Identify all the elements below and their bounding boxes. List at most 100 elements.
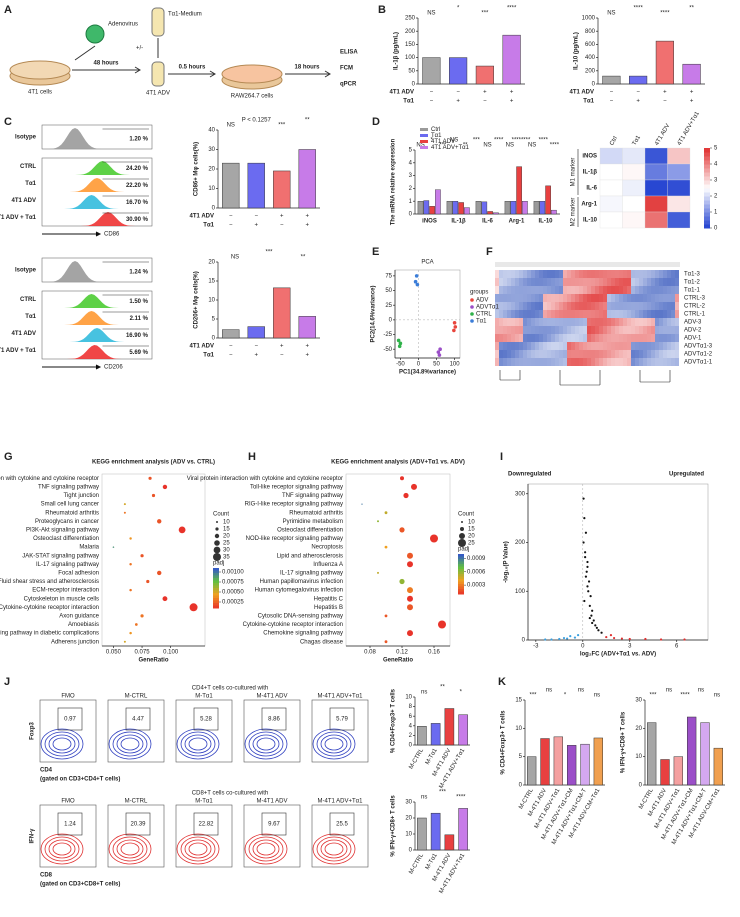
condition-value: − [663,99,667,105]
f-cell [587,342,591,350]
y-tick-label: 15 [208,279,215,285]
colorbar [458,564,464,567]
colorbar [704,220,710,225]
contour [320,734,348,754]
f-cell [575,350,579,358]
significance: ns [546,688,552,694]
f-cell [567,286,571,294]
f-cell [539,334,543,342]
heat-cell [644,179,668,197]
condition-value: − [430,90,434,96]
f-cell [539,310,543,318]
f-cell [623,286,627,294]
colorbar [704,180,710,185]
y-tick-label: 600 [585,42,596,48]
f-cell [643,326,647,334]
histogram [42,261,152,282]
significance: **** [660,11,670,17]
colorbar [458,584,464,587]
f-cell [527,270,531,278]
dot [146,579,150,584]
colorbar-label: 0.00075 [222,580,244,586]
f-cell [547,270,551,278]
f-cell [507,326,511,334]
hist-label: 4T1 ADV + Tα1 [0,348,37,354]
colorbar-label: 5 [714,146,718,152]
f-cell [507,286,511,294]
f-cell [623,358,627,366]
condition-value: + [663,90,667,96]
f-cell [551,302,555,310]
term-label: ECM-receptor interaction [32,588,99,594]
point [413,279,418,284]
point [584,531,588,534]
colorbar [213,578,219,581]
f-cell [607,358,611,366]
term-label: Chagas disease [300,639,344,645]
term-label: Lipid and atherosclerosis [277,553,343,559]
f-cell [499,350,503,358]
f-cell [595,350,599,358]
f-cell [547,350,551,358]
f-cell [539,358,543,366]
flow-column: M-4T1 ADV [256,799,287,805]
bar [422,57,441,85]
bar [446,200,453,215]
contour [324,737,344,751]
f-cell [667,350,671,358]
f-cell [623,334,627,342]
f-cell [647,358,651,366]
f-cell [515,342,519,350]
y-tick-label: 25 [385,303,392,309]
colorbar [704,188,710,193]
y-axis-label: IL-1β (pg/mL) [394,32,400,70]
bar [629,75,648,85]
dot [134,623,138,626]
colorbar [213,573,219,576]
f-cell [587,326,591,334]
gate [57,812,83,836]
condition-value: − [483,99,487,105]
f-cell [539,318,543,326]
f-cell [579,278,583,286]
bar [682,63,701,85]
dot [411,483,417,490]
flow-frame [243,804,301,868]
dot [384,545,388,549]
f-cell [515,318,519,326]
bar [298,316,316,339]
f-cell [659,318,663,326]
y-tick-label: 0 [212,336,216,342]
panel-label: C [4,116,12,128]
f-cell [643,358,647,366]
contour [256,737,276,751]
point [453,325,458,329]
f-cell [675,358,679,366]
significance: *** [649,693,657,699]
bar [247,326,265,339]
f-cell [535,302,539,310]
f-cell [631,318,635,326]
f-cell [671,310,675,318]
panel-label: G [4,451,13,463]
y-tick-label: 10 [635,754,642,760]
f-cell [507,342,511,350]
heat-cell [599,147,623,165]
f-cell [531,278,535,286]
f-cell [663,302,667,310]
f-cell [595,310,599,318]
f-cell [499,278,503,286]
condition-value: − [254,214,258,220]
contour [180,836,216,862]
f-cell [579,334,583,342]
f-cell [627,286,631,294]
f-cell [539,286,543,294]
f-cell [527,286,531,294]
flow-frame [311,804,369,868]
f-cell [651,310,655,318]
f-cell [555,286,559,294]
f-cell [587,310,591,318]
f-cell [595,326,599,334]
label: Tα1-Medium [168,12,202,18]
size-key [216,521,218,523]
